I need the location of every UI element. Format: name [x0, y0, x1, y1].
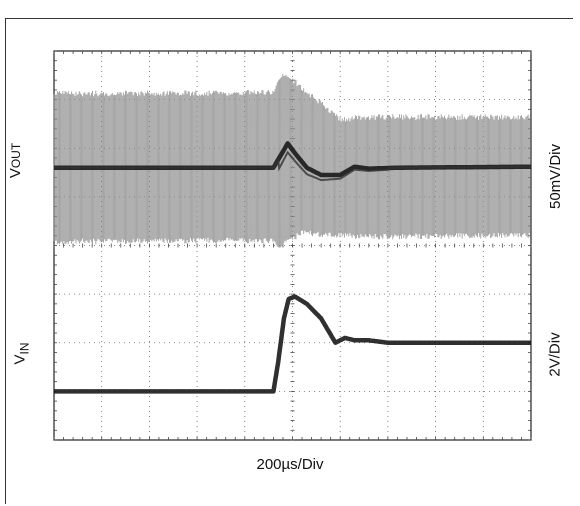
vout-trace-shadow [54, 150, 531, 182]
vin-trace [52, 294, 533, 394]
vout-label-sub: OUT [9, 142, 24, 169]
vin-label-sub: IN [17, 342, 32, 355]
vin-label-main: V [11, 354, 29, 365]
vout-scale-label: 50mV/Div [547, 143, 565, 210]
vin-scale-label: 2V/Div [546, 332, 564, 377]
vout-channel-label: VOUT [7, 143, 24, 178]
figure-frame [5, 18, 573, 504]
x-axis-scale-label: 200µs/Div [256, 456, 324, 473]
vout-label-main: V [7, 168, 25, 179]
vin-channel-label: VIN [11, 342, 32, 365]
scope-traces [52, 141, 533, 394]
